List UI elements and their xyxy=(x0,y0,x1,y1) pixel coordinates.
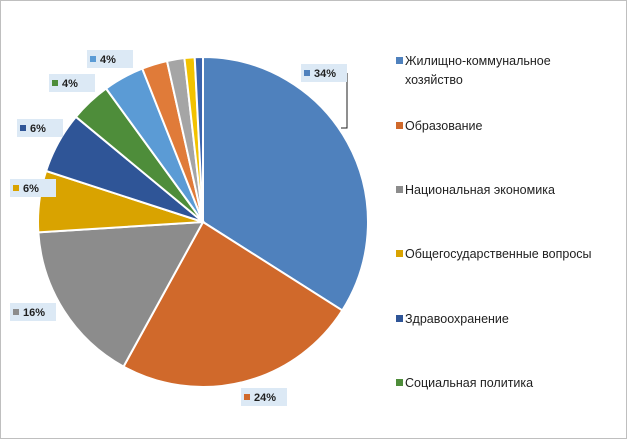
data-label-3: 16% xyxy=(10,303,56,321)
data-label-box xyxy=(49,74,95,92)
data-label-7: 4% xyxy=(87,50,133,68)
legend-item-6: Социальная политика xyxy=(396,376,533,390)
data-label-key xyxy=(244,394,250,400)
legend-label: Образование xyxy=(405,119,483,133)
data-labels: 34% 24% 16% 6% 6% 4% 4% xyxy=(10,50,347,406)
legend-swatch xyxy=(396,250,403,257)
legend-swatch xyxy=(396,122,403,129)
data-label-key xyxy=(13,185,19,191)
data-label-box xyxy=(87,50,133,68)
pie-slices xyxy=(37,55,369,388)
legend-label: Здравоохранение xyxy=(405,312,509,326)
data-label-box xyxy=(10,179,56,197)
data-label-text: 6% xyxy=(30,123,46,135)
data-label-text: 24% xyxy=(254,392,276,404)
legend-label: Жилищно-коммунальное xyxy=(405,54,551,68)
legend-swatch xyxy=(396,57,403,64)
legend-swatch xyxy=(396,379,403,386)
data-label-2: 24% xyxy=(241,388,287,406)
legend-item-2: Образование xyxy=(396,119,483,133)
legend-label: Общегосударственные вопросы xyxy=(405,247,592,261)
data-label-box xyxy=(17,119,63,137)
pie-slice-11 xyxy=(193,55,204,223)
legend-item-1: Жилищно-коммунальное хозяйство xyxy=(396,54,551,87)
data-label-key xyxy=(304,70,310,76)
data-label-key xyxy=(13,309,19,315)
data-label-1: 34% xyxy=(301,64,347,82)
legend-label: Социальная политика xyxy=(405,376,533,390)
legend-label: Национальная экономика xyxy=(405,183,555,197)
data-label-box xyxy=(241,388,287,406)
data-label-text: 4% xyxy=(100,54,116,66)
legend: Жилищно-коммунальное хозяйство Образование… xyxy=(396,54,592,390)
legend-item-5: Здравоохранение xyxy=(396,312,509,326)
legend-item-3: Национальная экономика xyxy=(396,183,555,197)
data-label-key xyxy=(52,80,58,86)
data-label-5: 6% xyxy=(17,119,63,137)
data-label-6: 4% xyxy=(49,74,95,92)
pie-slice-3 xyxy=(37,220,205,368)
legend-item-4: Общегосударственные вопросы xyxy=(396,247,592,261)
data-label-box xyxy=(301,64,347,82)
leader-lines xyxy=(341,73,348,129)
data-label-text: 4% xyxy=(62,78,78,90)
pie-slice-2 xyxy=(122,220,344,388)
data-label-key xyxy=(90,56,96,62)
leader-line-34 xyxy=(341,73,348,129)
data-label-text: 16% xyxy=(23,307,45,319)
data-label-text: 6% xyxy=(23,183,39,195)
data-label-text: 34% xyxy=(314,68,336,80)
legend-swatch xyxy=(396,186,403,193)
data-label-4: 6% xyxy=(10,179,56,197)
legend-label: хозяйство xyxy=(405,73,463,87)
data-label-box xyxy=(10,303,56,321)
legend-swatch xyxy=(396,315,403,322)
data-label-key xyxy=(20,125,26,131)
